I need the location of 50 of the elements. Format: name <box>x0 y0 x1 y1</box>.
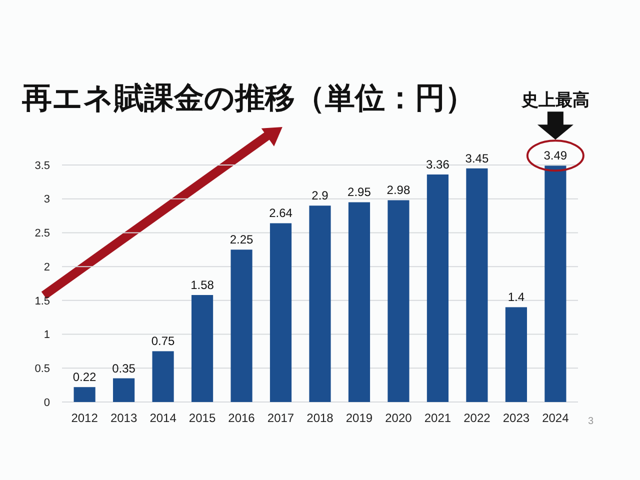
bar <box>113 378 135 402</box>
x-tick-label: 2024 <box>542 411 570 425</box>
data-label: 2.9 <box>312 188 329 203</box>
text: 3 <box>588 416 594 427</box>
y-tick-label: 1 <box>44 329 50 342</box>
x-tick-label: 2015 <box>188 411 216 425</box>
bar <box>505 307 527 402</box>
x-tick-label: 2016 <box>228 411 256 425</box>
text: 史上最高 <box>521 90 590 111</box>
bar <box>309 206 331 402</box>
bar <box>230 250 252 402</box>
data-label: 2.25 <box>230 232 254 247</box>
y-tick-label: 3.5 <box>34 160 50 172</box>
data-label: 0.75 <box>151 334 176 348</box>
bar <box>544 166 566 402</box>
bar <box>348 202 370 402</box>
y-tick-label: 2 <box>44 261 50 274</box>
y-tick-label: 0 <box>44 396 50 409</box>
data-label: 2.95 <box>348 185 372 200</box>
x-tick-label: 2019 <box>346 411 373 425</box>
bar <box>388 200 410 402</box>
bar <box>74 387 96 402</box>
x-tick-label: 2014 <box>150 411 177 425</box>
x-tick-label: 2022 <box>464 411 491 425</box>
x-tick-label: 2018 <box>306 411 334 425</box>
bar <box>426 174 449 402</box>
y-tick-label: 0.5 <box>34 362 50 375</box>
data-label: 3.36 <box>426 157 450 172</box>
data-label: 1.4 <box>508 290 525 304</box>
y-tick-label: 3 <box>44 194 50 206</box>
data-label: 2.98 <box>386 183 410 198</box>
bar <box>191 295 214 402</box>
chart-title: 再エネ賦課金の推移（単位：円） <box>21 81 475 116</box>
bar <box>152 351 174 402</box>
y-tick-label: 2.5 <box>34 228 50 240</box>
x-tick-label: 2023 <box>502 411 530 425</box>
data-label: 3.45 <box>465 151 489 166</box>
data-label: 1.58 <box>190 278 214 292</box>
y-tick-label: 1.5 <box>34 295 50 308</box>
data-label: 3.49 <box>544 148 568 163</box>
x-tick-label: 2013 <box>110 411 138 425</box>
x-tick-label: 2012 <box>71 411 98 425</box>
bar <box>466 168 488 402</box>
x-tick-label: 2017 <box>267 411 294 425</box>
data-label: 2.64 <box>269 206 293 220</box>
x-tick-label: 2020 <box>385 411 412 425</box>
bar <box>270 223 292 402</box>
data-label: 0.35 <box>112 361 136 376</box>
data-label: 0.22 <box>72 370 97 384</box>
x-tick-label: 2021 <box>424 411 452 425</box>
